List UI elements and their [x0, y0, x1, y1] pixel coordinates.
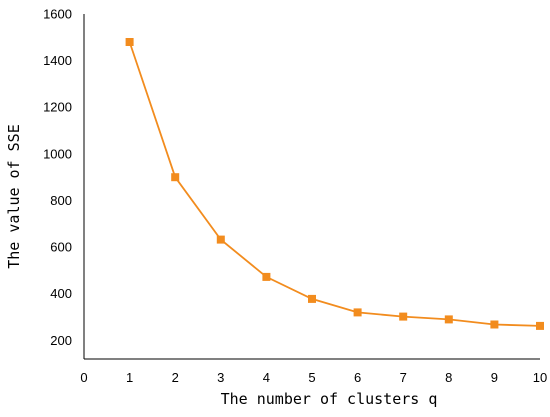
x-axis-ticks: 0 1 2 3 4 5 6 7 8 9 10 [80, 370, 547, 385]
data-point-marker [490, 320, 499, 329]
x-tick-label: 8 [445, 370, 452, 385]
x-tick-label: 1 [126, 370, 133, 385]
x-tick-label: 2 [172, 370, 179, 385]
y-tick-label: 800 [50, 193, 72, 208]
data-point-marker [308, 294, 316, 303]
data-point-marker [353, 308, 362, 317]
data-point-marker [536, 321, 544, 330]
y-tick-label: 1200 [43, 100, 72, 115]
y-tick-label: 400 [50, 286, 72, 301]
x-axis-title: The number of clusters q [221, 390, 438, 408]
x-tick-label: 3 [217, 370, 224, 385]
series-line [128, 41, 541, 327]
x-tick-label: 6 [354, 370, 361, 385]
series-group [125, 38, 544, 330]
y-axis-title: The value of SSE [5, 124, 23, 269]
y-tick-label: 600 [50, 240, 72, 255]
y-tick-label: 1000 [43, 146, 72, 161]
x-tick-label: 4 [263, 370, 270, 385]
data-point-marker [399, 312, 408, 321]
data-point-marker [125, 38, 134, 46]
data-point-marker [444, 315, 453, 324]
x-tick-label: 5 [308, 370, 315, 385]
data-point-marker [262, 272, 271, 281]
y-axis-ticks: 200 400 600 800 1000 1200 1400 1600 [43, 7, 72, 348]
x-tick-label: 10 [533, 370, 547, 385]
x-tick-label: 7 [400, 370, 407, 385]
x-tick-label: 9 [491, 370, 498, 385]
data-point-marker [216, 235, 225, 244]
data-point-marker [171, 173, 180, 182]
y-tick-label: 1400 [43, 53, 72, 68]
x-tick-label: 0 [80, 370, 87, 385]
y-tick-label: 200 [50, 333, 72, 348]
y-tick-label: 1600 [43, 7, 72, 22]
